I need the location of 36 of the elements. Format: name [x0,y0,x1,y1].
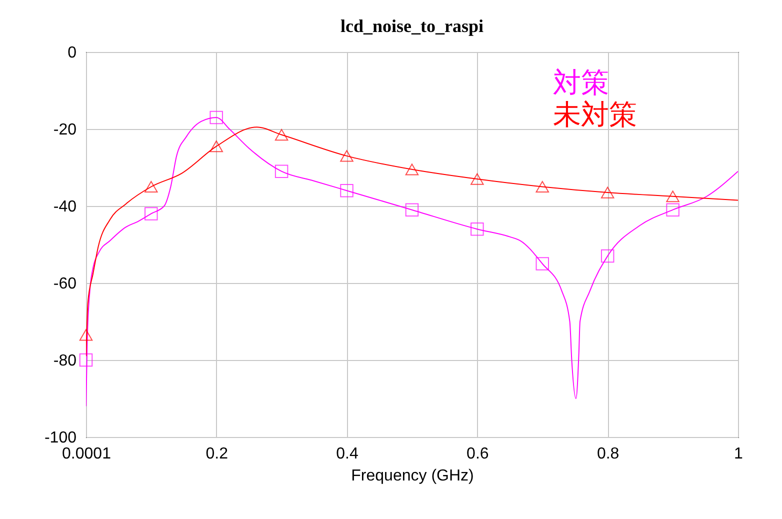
y-tick-label: -100 [44,430,77,446]
point [79,329,93,341]
x-tick-label: 0.0001 [62,446,112,462]
point [666,203,680,216]
y-tick-label: -60 [53,276,77,292]
x-tick-label: 0.8 [596,446,620,462]
point [340,150,354,162]
point [600,249,614,263]
point [666,190,680,202]
point [536,180,550,193]
point [340,184,354,198]
x-tick-label: 0.4 [336,446,358,462]
y-tick-label: -20 [53,122,77,138]
chart-title: lcd_noise_to_raspi [340,16,484,36]
y-tick-label: 0 [68,44,77,62]
text: 対策 [553,67,609,98]
x-axis-title: Frequency (GHz) [351,468,474,484]
point [210,110,223,124]
point [144,207,158,220]
point [536,257,550,270]
point [210,140,223,152]
text: 未対策 [553,99,637,130]
point [274,164,288,178]
point [470,222,484,236]
point [79,353,93,367]
point [144,180,158,193]
point [405,164,419,176]
point [470,173,484,185]
point [274,128,288,141]
x-tick-label: 0.2 [206,446,228,462]
point [600,186,614,198]
y-tick-label: -40 [53,198,77,216]
x-tick-label: 1 [734,446,744,462]
y-tick-label: -80 [53,352,77,370]
x-tick-label: 0.6 [466,446,489,462]
point [405,203,419,216]
